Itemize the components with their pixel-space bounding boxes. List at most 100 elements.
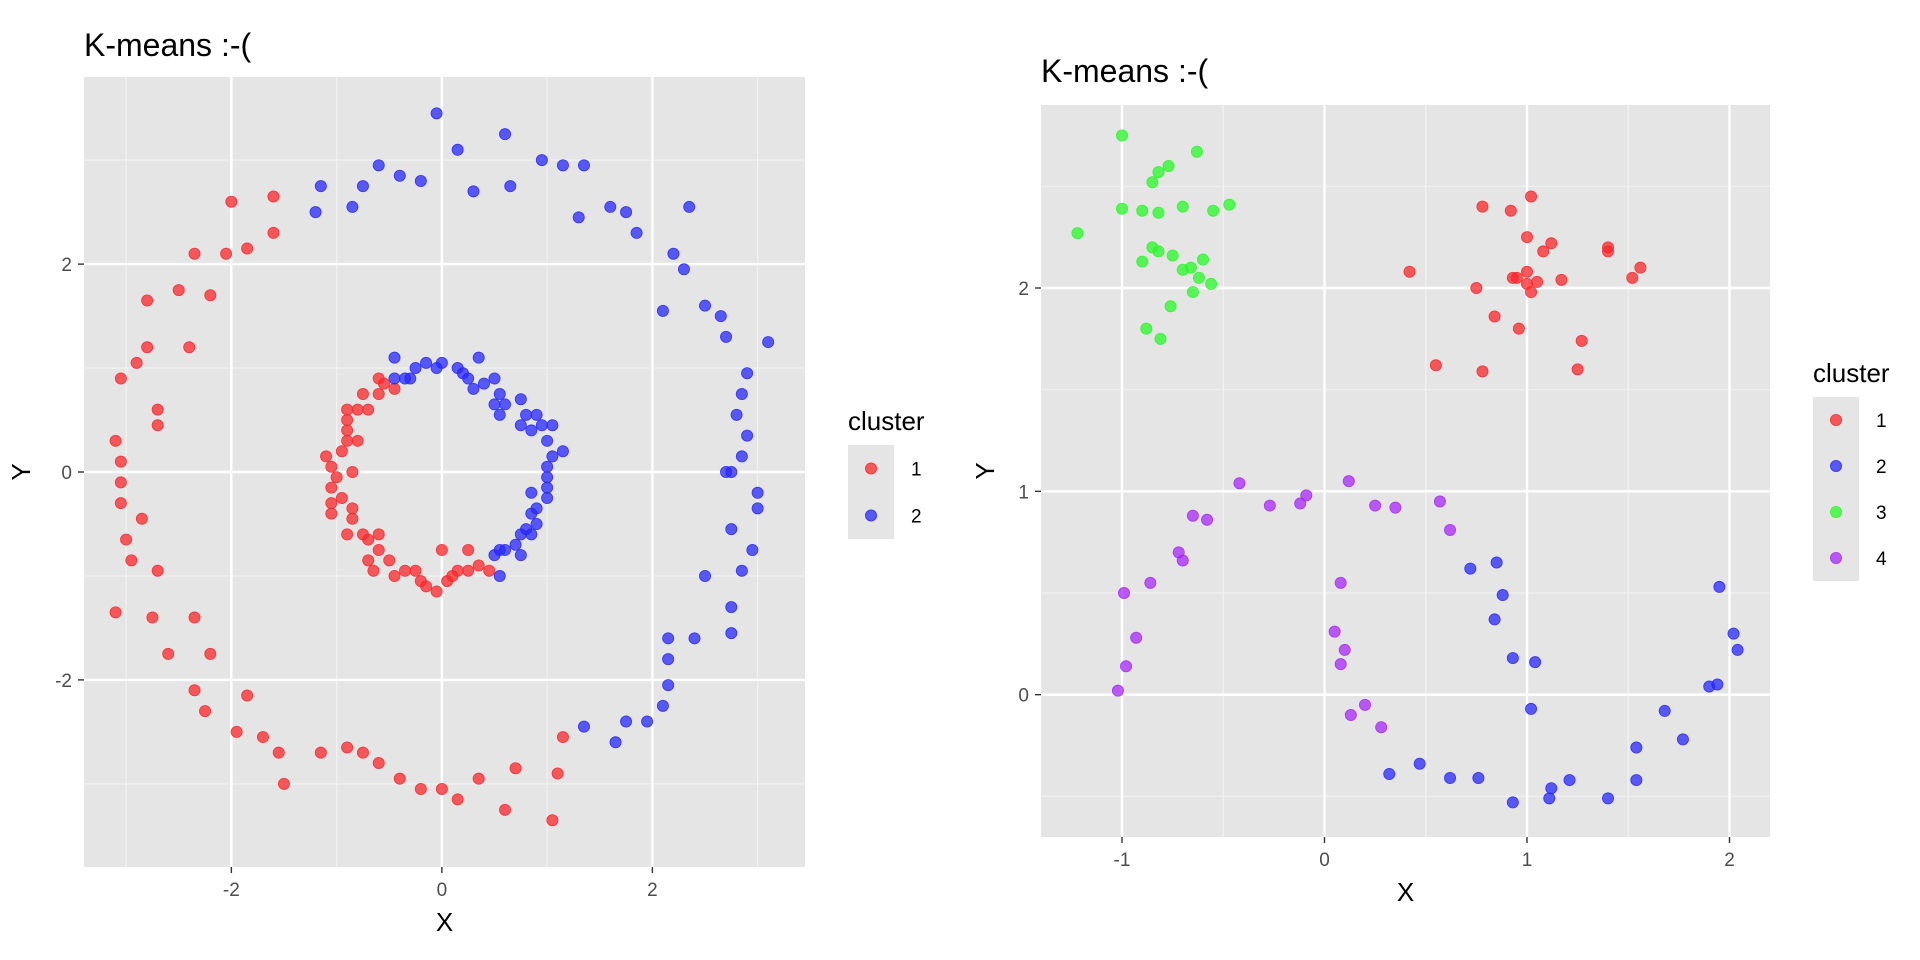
- legend-label: 3: [1876, 503, 1887, 524]
- data-point: [1176, 554, 1189, 567]
- data-point: [325, 497, 338, 510]
- data-point: [662, 632, 675, 645]
- data-point: [172, 284, 185, 297]
- data-point: [362, 403, 375, 416]
- data-point: [620, 206, 633, 219]
- series-2: [1383, 556, 1744, 809]
- legend-label: 2: [1876, 457, 1887, 478]
- chart-title: K-means :-(: [84, 27, 251, 63]
- data-point: [267, 226, 280, 239]
- data-point: [735, 564, 748, 577]
- data-point: [1162, 159, 1175, 172]
- data-point: [662, 679, 675, 692]
- data-point: [609, 736, 622, 749]
- data-point: [1634, 261, 1647, 274]
- data-point: [1571, 363, 1584, 376]
- data-point: [1342, 475, 1355, 488]
- data-point: [456, 367, 469, 380]
- data-point: [1713, 580, 1726, 593]
- data-point: [1389, 501, 1402, 514]
- data-point: [577, 720, 590, 733]
- series-3: [1071, 129, 1236, 345]
- data-point: [1140, 322, 1153, 335]
- data-point: [462, 564, 475, 577]
- data-point: [399, 372, 412, 385]
- data-point: [525, 507, 538, 520]
- data-point: [1472, 772, 1485, 785]
- data-point: [699, 569, 712, 582]
- data-point: [472, 351, 485, 364]
- data-point: [267, 190, 280, 203]
- data-point: [725, 601, 738, 614]
- legend-label: 4: [1876, 549, 1887, 570]
- data-point: [1555, 273, 1568, 286]
- data-point: [356, 746, 369, 759]
- data-point: [1575, 334, 1588, 347]
- data-point: [1328, 625, 1341, 638]
- data-point: [493, 408, 506, 421]
- data-point: [1116, 129, 1129, 142]
- data-point: [735, 450, 748, 463]
- data-point: [1176, 200, 1189, 213]
- data-point: [1154, 332, 1167, 345]
- legend: cluster 1 2 3 4: [1813, 358, 1890, 581]
- data-point: [220, 247, 233, 260]
- data-point: [1630, 741, 1643, 754]
- data-point: [435, 356, 448, 369]
- data-point: [388, 569, 401, 582]
- data-point: [541, 471, 554, 484]
- data-point: [641, 715, 654, 728]
- data-point: [556, 731, 569, 744]
- legend-marker: [1830, 459, 1843, 472]
- data-point: [351, 434, 364, 447]
- data-point: [1359, 698, 1372, 711]
- data-point: [151, 419, 164, 432]
- data-point: [467, 185, 480, 198]
- y-tick-label: 0: [61, 463, 72, 484]
- data-point: [1136, 255, 1149, 268]
- data-point: [1369, 499, 1382, 512]
- data-point: [362, 554, 375, 567]
- data-point: [125, 554, 138, 567]
- data-point: [556, 159, 569, 172]
- data-point: [314, 746, 327, 759]
- data-point: [346, 465, 359, 478]
- data-point: [1184, 261, 1197, 274]
- legend-marker: [1830, 413, 1843, 426]
- data-point: [109, 434, 122, 447]
- data-point: [1525, 190, 1538, 203]
- data-point: [1334, 658, 1347, 671]
- x-axis-title: X: [1397, 877, 1414, 907]
- data-point: [620, 715, 633, 728]
- data-point: [1197, 253, 1210, 266]
- data-point: [1201, 513, 1214, 526]
- data-point: [1630, 774, 1643, 787]
- data-point: [146, 611, 159, 624]
- data-point: [1490, 556, 1503, 569]
- data-point: [188, 247, 201, 260]
- data-point: [509, 762, 522, 775]
- y-tick-label: 2: [1018, 279, 1029, 300]
- data-point: [435, 543, 448, 556]
- data-point: [488, 549, 501, 562]
- data-point: [130, 356, 143, 369]
- data-point: [162, 647, 175, 660]
- data-point: [1488, 310, 1501, 323]
- data-point: [1192, 271, 1205, 284]
- data-point: [546, 419, 559, 432]
- data-point: [493, 388, 506, 401]
- data-point: [499, 128, 512, 141]
- data-point: [1676, 733, 1689, 746]
- data-point: [1130, 631, 1143, 644]
- data-point: [1521, 265, 1534, 278]
- data-point: [488, 372, 501, 385]
- data-point: [409, 362, 422, 375]
- series-4: [1111, 475, 1457, 734]
- data-point: [1545, 237, 1558, 250]
- data-point: [372, 372, 385, 385]
- data-point: [430, 585, 443, 598]
- data-point: [151, 403, 164, 416]
- data-point: [1525, 286, 1538, 299]
- data-point: [1152, 206, 1165, 219]
- data-point: [1294, 497, 1307, 510]
